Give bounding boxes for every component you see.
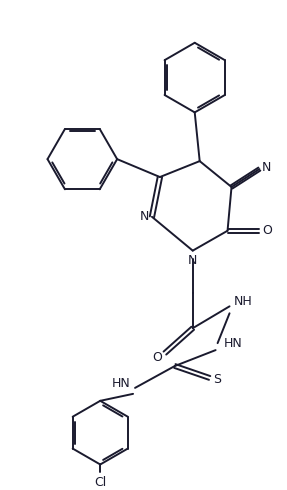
- Text: HN: HN: [112, 377, 131, 391]
- Text: N: N: [188, 254, 197, 267]
- Text: NH: NH: [234, 295, 253, 308]
- Text: N: N: [139, 210, 149, 223]
- Text: N: N: [262, 161, 271, 173]
- Text: O: O: [152, 350, 162, 364]
- Text: HN: HN: [224, 337, 243, 350]
- Text: O: O: [262, 224, 272, 237]
- Text: S: S: [214, 373, 222, 387]
- Text: Cl: Cl: [94, 476, 106, 489]
